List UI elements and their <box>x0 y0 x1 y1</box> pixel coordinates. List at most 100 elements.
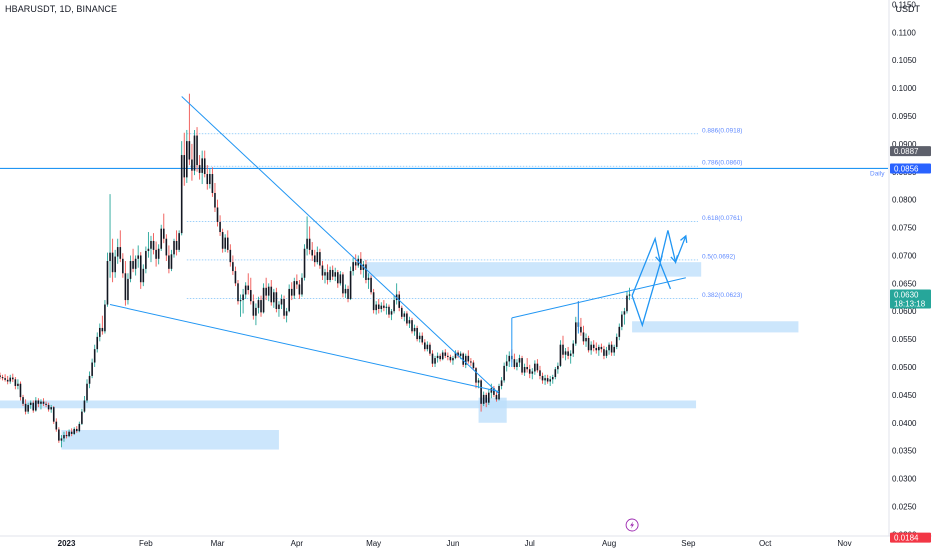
candle[interactable] <box>367 273 370 289</box>
candle[interactable] <box>362 261 365 278</box>
candle[interactable] <box>68 429 70 438</box>
candle[interactable] <box>145 246 147 274</box>
candle[interactable] <box>104 300 106 334</box>
candle[interactable] <box>219 215 221 236</box>
candle[interactable] <box>124 261 127 306</box>
candle[interactable] <box>91 358 93 379</box>
candle[interactable] <box>255 303 257 326</box>
candle[interactable] <box>567 346 569 360</box>
candle[interactable] <box>239 294 242 317</box>
support-resistance-zone[interactable] <box>365 262 702 277</box>
trendline[interactable] <box>181 96 500 395</box>
candle[interactable] <box>27 402 29 414</box>
candle[interactable] <box>590 341 592 355</box>
candle[interactable] <box>549 375 552 386</box>
candle[interactable] <box>429 342 431 356</box>
candle[interactable] <box>229 244 232 267</box>
candle[interactable] <box>436 352 439 363</box>
candle[interactable] <box>155 241 157 267</box>
candle[interactable] <box>505 354 508 372</box>
candle[interactable] <box>275 287 278 313</box>
candle[interactable] <box>324 268 326 284</box>
candle[interactable] <box>400 305 403 320</box>
candle[interactable] <box>598 344 600 356</box>
candle[interactable] <box>467 350 470 364</box>
candle[interactable] <box>86 379 88 403</box>
candle[interactable] <box>482 391 485 407</box>
candle[interactable] <box>485 392 488 408</box>
candle[interactable] <box>301 273 303 297</box>
candle[interactable] <box>296 274 298 289</box>
candle[interactable] <box>88 371 91 389</box>
candle[interactable] <box>329 266 331 283</box>
candle[interactable] <box>393 295 395 314</box>
candle[interactable] <box>214 182 216 212</box>
candle[interactable] <box>122 253 124 278</box>
candle[interactable] <box>17 379 19 390</box>
candle[interactable] <box>390 308 393 321</box>
candle[interactable] <box>293 277 296 299</box>
candle[interactable] <box>587 335 590 353</box>
candle[interactable] <box>283 295 285 320</box>
candle[interactable] <box>334 267 337 282</box>
candle[interactable] <box>313 249 316 267</box>
candle[interactable] <box>395 283 398 305</box>
candle[interactable] <box>106 252 109 307</box>
candle[interactable] <box>45 401 47 408</box>
candle[interactable] <box>454 350 457 360</box>
candle[interactable] <box>308 226 311 255</box>
candle[interactable] <box>349 266 352 301</box>
trendline[interactable] <box>109 304 500 393</box>
candle[interactable] <box>119 230 122 263</box>
support-resistance-zone[interactable] <box>0 400 697 409</box>
candle[interactable] <box>383 300 385 312</box>
candle[interactable] <box>508 351 511 368</box>
candle[interactable] <box>605 346 608 359</box>
candle[interactable] <box>278 301 280 317</box>
candle[interactable] <box>380 302 383 313</box>
candle[interactable] <box>75 426 78 433</box>
candle[interactable] <box>232 255 234 275</box>
candle[interactable] <box>267 283 270 302</box>
candle[interactable] <box>339 271 342 286</box>
candle[interactable] <box>252 294 255 320</box>
candle[interactable] <box>73 427 76 436</box>
candle[interactable] <box>562 335 564 359</box>
candle[interactable] <box>4 374 6 382</box>
candle[interactable] <box>0 372 1 380</box>
candle[interactable] <box>559 340 562 368</box>
candle[interactable] <box>626 291 628 314</box>
candle[interactable] <box>421 332 424 345</box>
candle[interactable] <box>526 358 528 373</box>
candle[interactable] <box>457 350 459 359</box>
candle[interactable] <box>541 372 544 384</box>
candle[interactable] <box>319 248 321 269</box>
candle[interactable] <box>178 230 180 253</box>
candle[interactable] <box>180 141 183 236</box>
candle[interactable] <box>40 399 42 410</box>
candle[interactable] <box>311 242 314 262</box>
candle[interactable] <box>621 311 623 331</box>
candle[interactable] <box>534 360 536 375</box>
candle[interactable] <box>431 350 434 368</box>
candle[interactable] <box>160 224 163 251</box>
candle[interactable] <box>608 342 610 355</box>
candle[interactable] <box>139 252 142 289</box>
candle[interactable] <box>242 288 244 314</box>
candle[interactable] <box>101 315 104 335</box>
candle[interactable] <box>354 254 357 270</box>
candle[interactable] <box>186 129 188 183</box>
candle[interactable] <box>257 296 260 314</box>
candle[interactable] <box>162 213 165 244</box>
candle[interactable] <box>572 340 575 357</box>
candle[interactable] <box>270 279 273 306</box>
candle[interactable] <box>165 234 168 262</box>
candle[interactable] <box>582 325 585 345</box>
candle[interactable] <box>531 368 534 380</box>
candle[interactable] <box>14 377 17 390</box>
candle[interactable] <box>216 199 219 227</box>
candle[interactable] <box>168 245 170 274</box>
candle[interactable] <box>29 400 32 409</box>
candle[interactable] <box>426 341 429 352</box>
candle[interactable] <box>480 379 482 412</box>
